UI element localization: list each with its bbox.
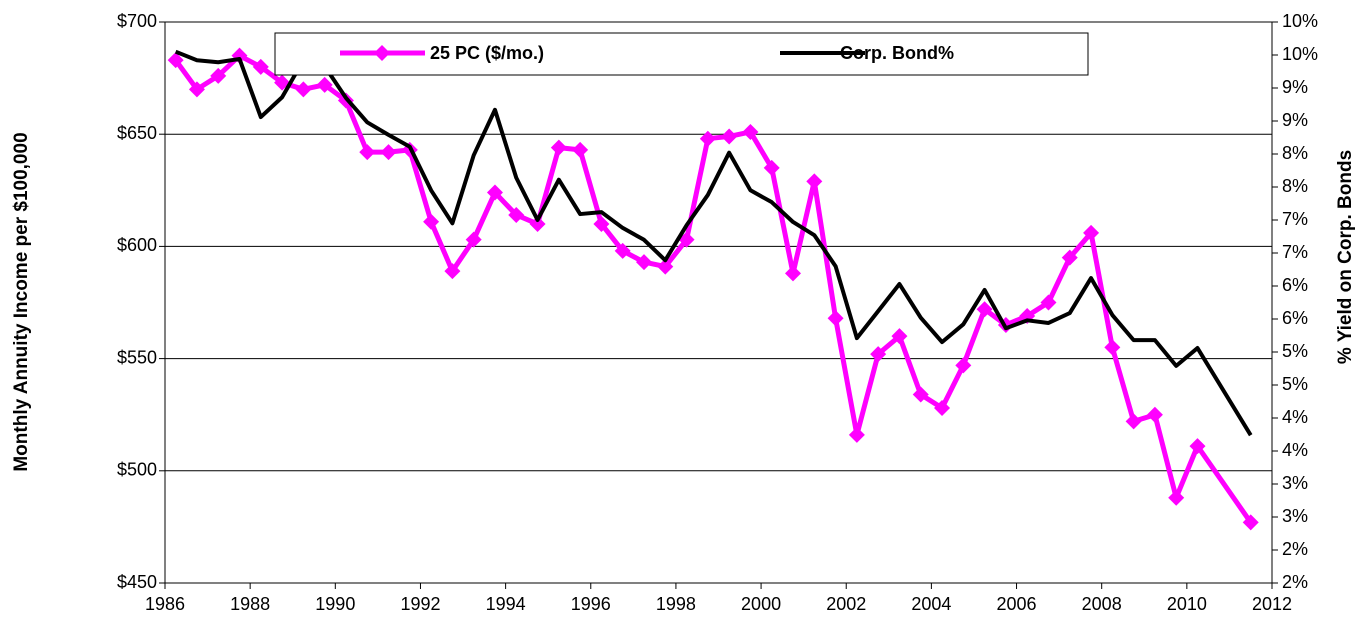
data-point	[955, 357, 972, 374]
data-point	[934, 399, 951, 416]
y2-tick-label: 7%	[1282, 209, 1308, 229]
y-axis-title: Monthly Annuity Income per $100,000	[11, 132, 32, 471]
data-point	[210, 67, 227, 84]
data-point	[295, 81, 312, 98]
x-tick-label: 1986	[145, 594, 185, 614]
data-point	[508, 206, 525, 223]
data-point	[529, 215, 546, 232]
data-point	[572, 141, 589, 158]
y2-tick-label: 2%	[1282, 572, 1308, 592]
data-point	[742, 123, 759, 140]
data-point	[785, 265, 802, 282]
data-point	[465, 231, 482, 248]
y2-tick-label: 9%	[1282, 110, 1308, 130]
data-point	[721, 128, 738, 145]
y2-tick-label: 4%	[1282, 407, 1308, 427]
y2-tick-label: 6%	[1282, 275, 1308, 295]
legend-label: 25 PC ($/mo.)	[430, 43, 544, 63]
x-tick-label: 1990	[315, 594, 355, 614]
data-point	[806, 173, 823, 190]
x-tick-label: 2002	[826, 594, 866, 614]
data-point	[1061, 249, 1078, 266]
data-point	[891, 328, 908, 345]
y-tick-label: $550	[117, 347, 157, 367]
x-tick-label: 1998	[656, 594, 696, 614]
x-tick-label: 1994	[486, 594, 526, 614]
data-point	[1083, 224, 1100, 241]
data-point	[486, 184, 503, 201]
data-point	[699, 130, 716, 147]
data-point	[1242, 514, 1259, 531]
y2-tick-label: 9%	[1282, 77, 1308, 97]
y2-tick-label: 4%	[1282, 440, 1308, 460]
data-point	[870, 346, 887, 363]
y2-axis-title: % Yield on Corp. Bonds	[1335, 150, 1356, 364]
data-point	[359, 144, 376, 161]
y2-tick-label: 10%	[1282, 44, 1318, 64]
y2-tick-label: 6%	[1282, 308, 1308, 328]
data-point	[550, 139, 567, 156]
y-tick-label: $600	[117, 235, 157, 255]
y2-tick-label: 10%	[1282, 11, 1318, 31]
x-tick-label: 2012	[1252, 594, 1292, 614]
y2-tick-label: 3%	[1282, 473, 1308, 493]
data-point	[252, 58, 269, 75]
x-tick-label: 1996	[571, 594, 611, 614]
y-tick-label: $650	[117, 123, 157, 143]
data-point	[316, 76, 333, 93]
y2-tick-label: 2%	[1282, 539, 1308, 559]
data-point	[1189, 438, 1206, 455]
y2-tick-label: 8%	[1282, 176, 1308, 196]
data-point	[635, 254, 652, 271]
data-point	[1104, 339, 1121, 356]
y2-tick-label: 5%	[1282, 374, 1308, 394]
data-point	[827, 310, 844, 327]
y2-tick-label: 3%	[1282, 506, 1308, 526]
data-point	[188, 81, 205, 98]
x-tick-label: 1988	[230, 594, 270, 614]
data-point	[423, 213, 440, 230]
data-point	[763, 159, 780, 176]
data-point	[614, 242, 631, 259]
data-point	[593, 215, 610, 232]
legend-label: Corp. Bond%	[840, 43, 954, 63]
x-tick-label: 2010	[1167, 594, 1207, 614]
data-point	[657, 258, 674, 275]
data-point	[167, 52, 184, 69]
data-point	[444, 263, 461, 280]
y2-tick-label: 8%	[1282, 143, 1308, 163]
data-point	[912, 386, 929, 403]
x-tick-label: 1992	[400, 594, 440, 614]
data-point	[1168, 489, 1185, 506]
data-point	[848, 426, 865, 443]
y-tick-label: $700	[117, 11, 157, 31]
x-tick-label: 2008	[1082, 594, 1122, 614]
legend-marker	[374, 45, 390, 61]
y2-tick-label: 5%	[1282, 341, 1308, 361]
x-tick-label: 2000	[741, 594, 781, 614]
data-point	[1125, 413, 1142, 430]
y-tick-label: $450	[117, 572, 157, 592]
x-tick-label: 2006	[997, 594, 1037, 614]
data-point	[976, 301, 993, 318]
y-tick-label: $500	[117, 460, 157, 480]
data-point	[1040, 294, 1057, 311]
data-point	[380, 144, 397, 161]
data-point	[1146, 406, 1163, 423]
x-tick-label: 2004	[911, 594, 951, 614]
y2-tick-label: 7%	[1282, 242, 1308, 262]
series-line	[174, 49, 1253, 437]
